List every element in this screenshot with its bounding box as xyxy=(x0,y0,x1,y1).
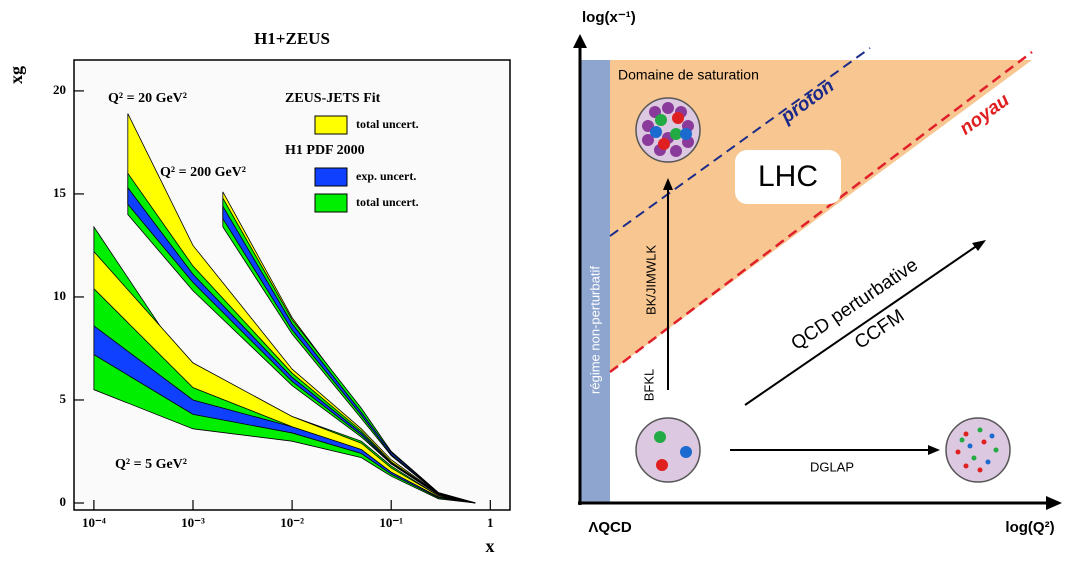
dglap-label: DGLAP xyxy=(810,459,854,474)
y-tick-label: 15 xyxy=(53,185,67,200)
x-tick-label: 10⁻⁴ xyxy=(82,515,106,530)
y-axis-label: xg xyxy=(6,66,26,84)
band xyxy=(93,250,476,504)
lhc-box xyxy=(735,150,841,204)
legend-swatch xyxy=(314,193,348,213)
legend-label: total uncert. xyxy=(356,117,419,131)
hadron-saturated xyxy=(635,97,701,163)
arrowhead xyxy=(1046,496,1062,510)
hadron-many xyxy=(945,417,1011,483)
annotation: Q² = 200 GeV² xyxy=(160,165,246,180)
y-tick-label: 5 xyxy=(60,391,67,406)
legend-label: exp. uncert. xyxy=(356,169,416,183)
hadron-dilute xyxy=(635,417,701,483)
y-tick-label: 10 xyxy=(53,288,66,303)
arrow xyxy=(744,244,979,406)
saturation-label: Domaine de saturation xyxy=(618,67,759,83)
legend-label: total uncert. xyxy=(356,195,419,209)
saturation-region xyxy=(610,60,1032,372)
arrowhead xyxy=(573,34,587,48)
legend-swatch xyxy=(314,115,348,135)
x-tick-label: 10⁻² xyxy=(280,515,304,530)
annotation: Q² = 5 GeV² xyxy=(115,457,187,472)
legend-header: ZEUS-JETS Fit xyxy=(285,91,381,106)
bfkl-label: BFKL xyxy=(641,369,656,402)
x-tick-label: 10⁻¹ xyxy=(379,515,403,530)
nonpert-band xyxy=(581,60,610,503)
annotation: Q² = 20 GeV² xyxy=(108,91,187,106)
origin-label: ΛQCD xyxy=(588,519,632,536)
x-tick-label: 1 xyxy=(487,515,494,530)
bk-label: BK/JIMWLK xyxy=(643,245,658,315)
left-panel: H1+ZEUS xg x 10⁻⁴ 10⁻³ 10⁻² 10⁻¹ 105101520Q²… xyxy=(6,29,511,556)
lhc-label: LHC xyxy=(758,160,818,193)
legend-header: H1 PDF 2000 xyxy=(285,143,365,158)
x-axis-label: x xyxy=(486,536,495,556)
x-axis-label: log(Q²) xyxy=(1005,519,1054,536)
y-tick-label: 20 xyxy=(53,82,66,97)
band xyxy=(222,204,476,504)
arrowhead xyxy=(972,240,986,251)
arrowhead xyxy=(663,178,673,190)
chart-title: H1+ZEUS xyxy=(254,29,330,48)
legend-swatch xyxy=(314,167,348,187)
proton-line xyxy=(609,47,871,237)
plot-frame xyxy=(73,59,511,511)
arrowhead xyxy=(928,445,940,455)
nonpert-label: régime non-perturbatif xyxy=(587,266,602,394)
y-tick-label: 0 xyxy=(60,494,67,509)
noyau-line xyxy=(609,51,1033,373)
right-panel: log(x⁻¹) log(Q²) ΛQCD Domaine de saturat… xyxy=(573,9,1062,536)
x-tick-label: 10⁻³ xyxy=(181,515,205,530)
y-axis-label: log(x⁻¹) xyxy=(582,9,636,26)
